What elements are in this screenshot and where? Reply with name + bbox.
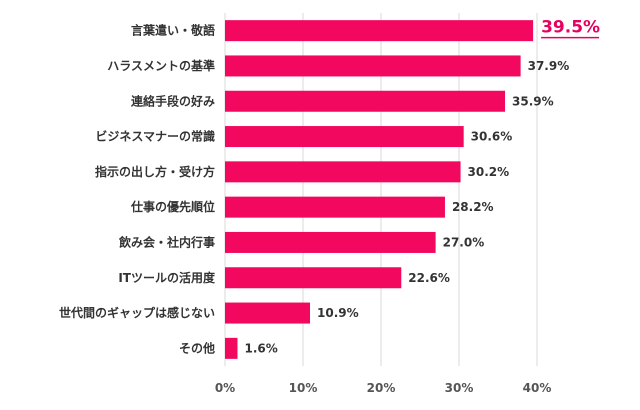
bar (225, 90, 506, 112)
value-label: 1.6% (244, 341, 277, 355)
category-label: ビジネスマナーの常識 (95, 129, 215, 144)
category-label: 仕事の優先順位 (130, 199, 215, 214)
x-tick-label: 40% (523, 381, 552, 395)
bar (225, 161, 461, 183)
value-label: 28.2% (452, 200, 494, 214)
category-label: 連絡手段の好み (131, 93, 215, 108)
category-label: 言葉遣い・敬語 (131, 23, 215, 38)
category-label: 世代間のギャップは感じない (59, 305, 215, 320)
category-label: 指示の出し方・受け方 (95, 164, 215, 179)
category-label: ITツールの活用度 (118, 270, 216, 285)
value-label: 37.9% (528, 59, 570, 73)
value-label: 27.0% (443, 235, 485, 249)
value-label: 30.2% (468, 165, 510, 179)
value-labels: 39.5% 37.9% 35.9% 30.6% 30.2% 28.2% 27.0% 22.6%… (244, 18, 600, 356)
category-label: ハラスメントの基準 (107, 58, 215, 73)
bar (225, 231, 436, 253)
x-tick-label: 10% (289, 381, 318, 395)
bar (225, 337, 238, 359)
value-label: 35.9% (512, 94, 554, 108)
bar (225, 302, 311, 324)
bar (225, 126, 464, 148)
value-label: 22.6% (408, 271, 450, 285)
x-axis-ticks: 0% 10% 20% 30% 40% (215, 381, 552, 395)
value-label-highlight: 39.5% (541, 18, 600, 38)
x-tick-label: 0% (215, 381, 235, 395)
value-label: 30.6% (471, 130, 513, 144)
x-tick-label: 30% (445, 381, 474, 395)
category-label: その他 (179, 340, 215, 355)
bar (225, 20, 534, 42)
bar (225, 55, 521, 77)
category-labels: 言葉遣い・敬語ハラスメントの基準連絡手段の好みビジネスマナーの常識指示の出し方・… (59, 23, 216, 356)
bars-group (225, 20, 534, 359)
bar (225, 196, 445, 218)
bar (225, 267, 402, 289)
x-tick-label: 20% (367, 381, 396, 395)
category-label: 飲み会・社内行事 (118, 234, 215, 249)
value-label: 10.9% (317, 306, 359, 320)
